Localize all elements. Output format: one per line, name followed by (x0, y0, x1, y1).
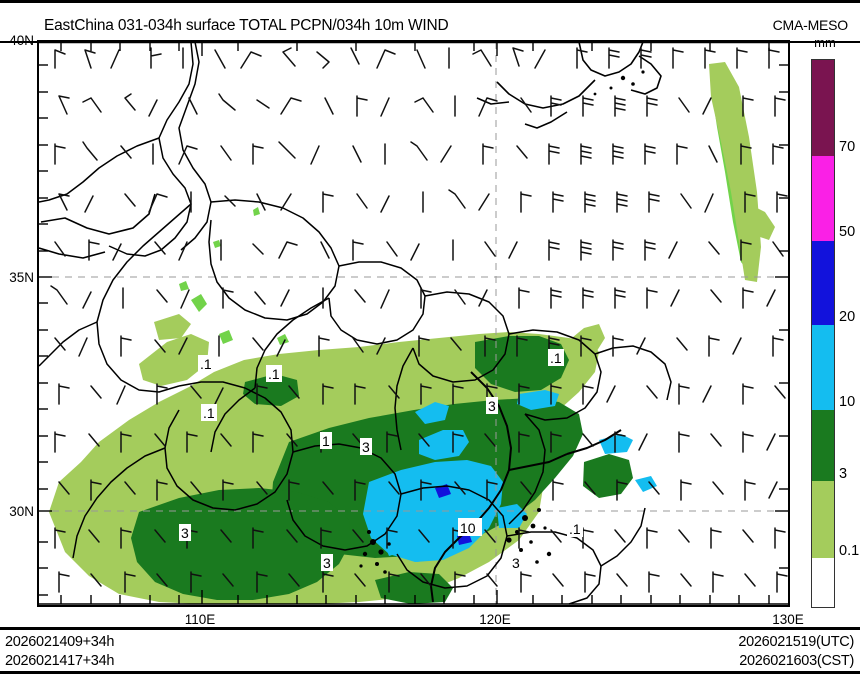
y-axis-label-35n: 35N (9, 270, 34, 285)
svg-text:3: 3 (488, 398, 496, 414)
precipitation-map: .1 .1 .1 .1 1 3 3 3 3 3 10 .1 (39, 42, 788, 605)
east-coastline (430, 371, 622, 603)
colorbar-band-3-10[interactable] (812, 410, 834, 482)
footer-init-time-cst: 2026021417+34h (5, 653, 115, 669)
colorbar-tick-10: 10 (839, 394, 856, 410)
latlon-gridlines (39, 42, 788, 605)
footer-valid-time-cst: 2026021603(CST) (739, 653, 854, 669)
colorbar-band-50-70[interactable] (812, 155, 834, 241)
y-axis-label-30n: 30N (9, 504, 34, 519)
coastline (39, 42, 662, 259)
footer-init-time-utc: 2026021409+34h (5, 634, 115, 650)
svg-text:.1: .1 (203, 405, 215, 421)
y-axis-label-40n: 40N (9, 33, 34, 48)
colorbar-unit-label: mm (814, 35, 836, 50)
colorbar[interactable] (811, 59, 835, 608)
svg-text:3: 3 (181, 525, 189, 541)
colorbar-tick-50: 50 (839, 224, 856, 240)
svg-text:.1: .1 (550, 350, 562, 366)
model-tag: CMA-MESO (772, 17, 849, 33)
colorbar-tick-0p1: 0.1 (839, 543, 860, 559)
colorbar-band-0p1-3[interactable] (812, 481, 834, 558)
x-axis-label-120e: 120E (479, 612, 511, 627)
svg-text:1: 1 (322, 433, 330, 449)
svg-text:.1: .1 (200, 356, 212, 372)
province-boundaries (39, 42, 672, 605)
footer-valid-time-utc: 2026021519(UTC) (738, 634, 854, 650)
x-axis-label-130e: 130E (772, 612, 804, 627)
colorbar-tick-70: 70 (839, 139, 856, 155)
svg-text:3: 3 (362, 439, 370, 455)
svg-text:.1: .1 (569, 521, 581, 537)
axis-ticks (39, 42, 788, 605)
svg-text:.1: .1 (268, 366, 280, 382)
x-axis-label-110e: 110E (184, 612, 216, 627)
colorbar-band-20-50[interactable] (812, 240, 834, 326)
svg-text:10: 10 (460, 520, 476, 536)
colorbar-band-10-20[interactable] (812, 325, 834, 411)
colorbar-tick-3: 3 (839, 466, 848, 482)
svg-text:3: 3 (512, 555, 520, 571)
coastal-islands (359, 70, 645, 574)
colorbar-band-70-plus[interactable] (812, 60, 834, 156)
svg-text:3: 3 (323, 555, 331, 571)
page-title: EastChina 031-034h surface TOTAL PCPN/03… (44, 17, 449, 34)
colorbar-band-0-0p1[interactable] (812, 557, 834, 607)
colorbar-tick-20: 20 (839, 309, 856, 325)
footer-divider (0, 627, 860, 630)
contour-labels: .1 .1 .1 .1 1 3 3 3 3 3 10 .1 (179, 349, 583, 571)
map-plot-area[interactable]: .1 .1 .1 .1 1 3 3 3 3 3 10 .1 (37, 40, 790, 607)
